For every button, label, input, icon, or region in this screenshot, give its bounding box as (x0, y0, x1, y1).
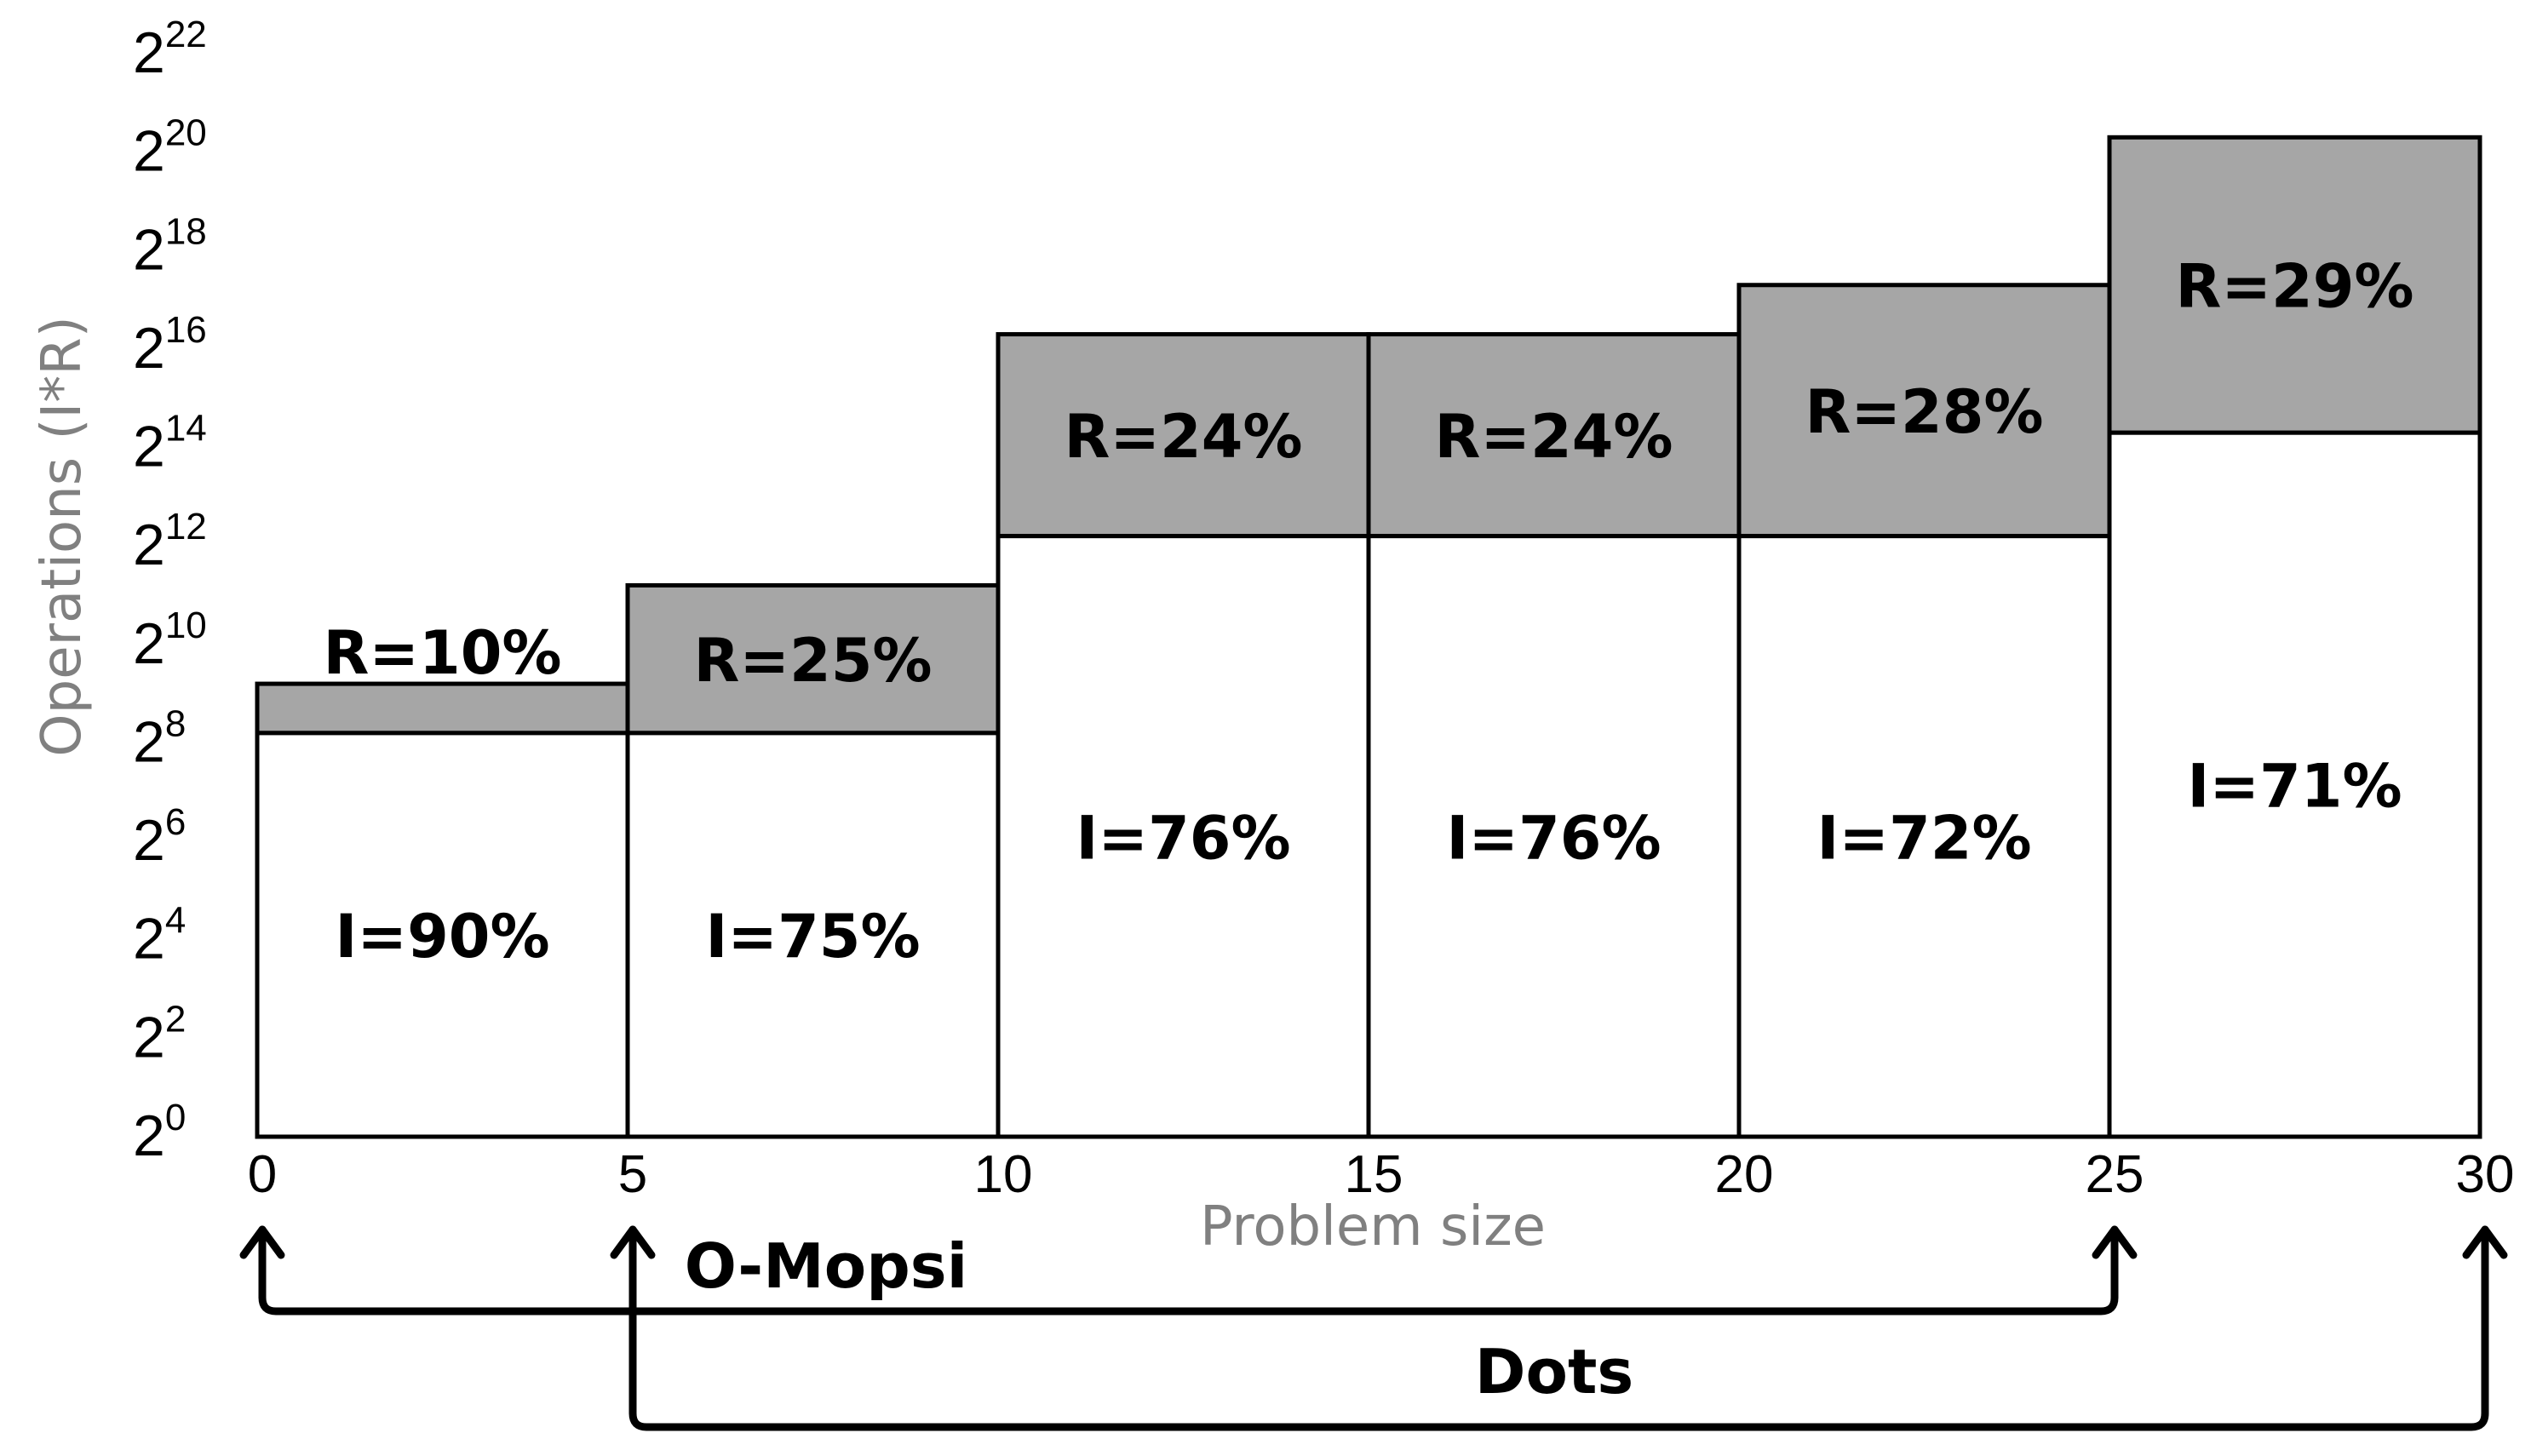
bar-r-label-3: R=24% (1434, 402, 1673, 472)
bar-i-label-3: I=76% (1446, 803, 1661, 873)
x-tick-label-0: 0 (248, 1145, 277, 1204)
y-axis-title: Operations (I*R) (31, 316, 94, 756)
y-tick-label-5: 210 (133, 605, 207, 676)
bar-r-label-1: R=25% (693, 626, 932, 696)
bar-i-segment-1 (625, 731, 1001, 1139)
range-arrowhead-1-0 (610, 1225, 656, 1259)
y-axis-ticks: 20 22 24 26 28 210 212 214 216 218 220 222 (133, 14, 207, 1168)
x-tick-label-3: 15 (1345, 1145, 1403, 1204)
bar-labels: R=10% I=90% R=25% I=75% R=24% I=76% R=24% I=76%… (323, 252, 2413, 972)
y-tick-label-9: 218 (133, 210, 207, 282)
bar-i-segment-4 (1736, 534, 2112, 1139)
bar-r-label-5: R=29% (2175, 252, 2413, 322)
bar-i-label-5: I=71% (2187, 752, 2402, 822)
bar-i-segment-0 (255, 731, 630, 1139)
bar-i-label-1: I=75% (705, 902, 920, 972)
bar-r-label-2: R=24% (1064, 402, 1302, 472)
y-tick-label-2: 24 (133, 900, 186, 972)
range-bracket-1 (628, 1225, 2489, 1431)
y-tick-label-3: 26 (133, 801, 186, 873)
y-tick-label-8: 216 (133, 309, 207, 381)
x-tick-label-5: 25 (2086, 1145, 2144, 1204)
bar-r-segment-1 (625, 582, 1001, 736)
bar-i-label-4: I=72% (1816, 803, 2031, 873)
y-tick-label-0: 20 (133, 1097, 186, 1168)
y-tick-label-4: 28 (133, 702, 186, 774)
x-tick-label-1: 5 (618, 1145, 647, 1204)
x-axis-ticks: 0 5 10 15 20 25 30 (248, 1145, 2515, 1204)
bar-i-label-2: I=76% (1076, 803, 1290, 873)
bar-i-label-0: I=90% (335, 902, 549, 972)
range-label-0: O-Mopsi (685, 1230, 968, 1302)
x-tick-label-6: 30 (2456, 1145, 2515, 1204)
bar-r-segment-4 (1736, 283, 2112, 539)
y-tick-label-10: 220 (133, 112, 207, 184)
y-tick-label-11: 222 (133, 14, 207, 85)
range-arrowhead-0-1 (2092, 1225, 2138, 1259)
range-bracket-0 (258, 1225, 2119, 1316)
range-arrowhead-0-0 (239, 1225, 285, 1259)
x-tick-label-4: 20 (1715, 1145, 1774, 1204)
bar-r-segment-0 (255, 681, 630, 736)
bar-r-label-4: R=28% (1805, 377, 2043, 447)
y-tick-label-7: 214 (133, 408, 207, 479)
bar-r-label-0: R=10% (323, 618, 561, 688)
range-annotations: O-Mopsi Dots (239, 1225, 2508, 1431)
bar-i-segment-2 (996, 534, 1371, 1139)
x-axis-title: Problem size (1200, 1195, 1546, 1258)
bar-i-segment-5 (2107, 430, 2482, 1139)
y-tick-label-1: 22 (133, 998, 186, 1069)
bar-r-segment-5 (2107, 135, 2482, 435)
bars (255, 135, 2482, 1139)
range-arrowhead-1-1 (2462, 1225, 2508, 1259)
range-label-1: Dots (1475, 1336, 1634, 1407)
y-tick-label-6: 212 (133, 506, 207, 577)
bar-i-segment-3 (1366, 534, 1742, 1139)
bar-r-segment-3 (1366, 332, 1742, 539)
x-tick-label-2: 10 (974, 1145, 1033, 1204)
